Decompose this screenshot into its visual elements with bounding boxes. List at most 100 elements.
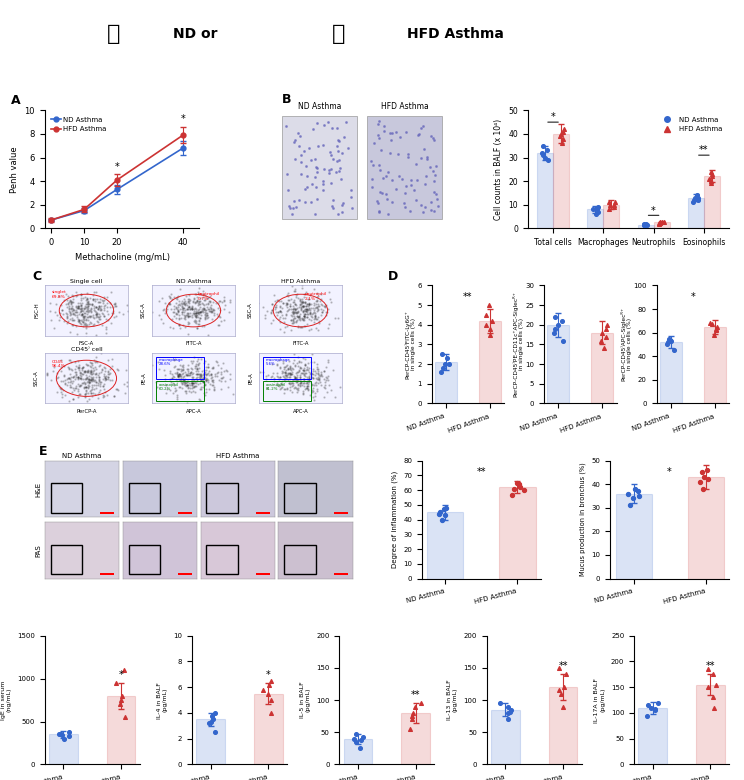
Text: *: * [181, 115, 185, 125]
Point [283, 385, 295, 397]
Point [596, 326, 608, 339]
Point [93, 374, 105, 387]
Point [304, 370, 315, 382]
Point [94, 367, 106, 379]
Point [86, 370, 97, 383]
Point [173, 319, 185, 332]
Point [298, 363, 310, 376]
Point [180, 296, 192, 309]
Point [182, 295, 194, 307]
Point [275, 370, 286, 383]
Point [309, 390, 321, 402]
Point [55, 375, 67, 388]
Point [77, 310, 89, 323]
Point [67, 293, 79, 306]
Point [290, 315, 302, 328]
Point [78, 311, 90, 324]
Bar [179, 573, 192, 575]
Point [182, 369, 193, 381]
Point [220, 363, 232, 376]
Point [298, 310, 310, 323]
Point [323, 285, 335, 298]
Point [193, 292, 205, 304]
Point [51, 298, 62, 310]
Point [182, 307, 193, 320]
Point [286, 385, 298, 398]
Point [294, 297, 306, 310]
Point [202, 301, 214, 314]
Point [288, 294, 300, 307]
Point [109, 677, 121, 690]
Point [623, 499, 635, 512]
Point [304, 307, 316, 320]
Point [87, 294, 99, 307]
Point [626, 492, 638, 505]
Point [66, 312, 78, 324]
Point [291, 368, 303, 381]
Point [432, 200, 444, 212]
Text: eosinophil: eosinophil [158, 383, 179, 387]
Point [191, 374, 203, 387]
Point [275, 301, 286, 314]
Point [88, 300, 100, 312]
Point [68, 308, 80, 321]
Point [72, 301, 84, 314]
Point [324, 293, 336, 306]
Point [83, 374, 95, 387]
Point [420, 170, 432, 183]
Point [279, 321, 291, 334]
Point [84, 304, 96, 317]
Text: A: A [10, 94, 20, 108]
Point [74, 306, 86, 318]
Point [102, 366, 114, 378]
Point [200, 385, 212, 398]
Point [175, 370, 187, 382]
Point [177, 359, 189, 371]
Point [105, 317, 117, 329]
Bar [282, 116, 357, 219]
Point [283, 300, 295, 313]
Point [301, 169, 312, 182]
Point [252, 296, 264, 309]
Point [80, 314, 92, 326]
Point [305, 302, 317, 314]
Point [420, 178, 432, 190]
X-axis label: FITC-A: FITC-A [292, 341, 309, 346]
Point [98, 378, 110, 390]
Point [259, 311, 271, 324]
Point [63, 296, 75, 309]
Point [357, 731, 369, 743]
Point [372, 197, 384, 209]
Point [112, 384, 124, 396]
Point [311, 312, 323, 324]
Point [198, 370, 210, 383]
Point [301, 285, 312, 298]
Point [190, 307, 202, 320]
Point [259, 308, 271, 321]
Point [299, 367, 311, 379]
Point [288, 373, 300, 385]
Point [385, 134, 397, 147]
Point [89, 360, 100, 373]
Point [86, 378, 98, 391]
Point [285, 363, 297, 376]
Point [199, 294, 211, 307]
Text: CD45
96.4%: CD45 96.4% [51, 360, 65, 368]
Point [197, 369, 209, 381]
Point [295, 362, 307, 374]
Point [307, 368, 318, 381]
Point [334, 162, 346, 175]
Point [68, 319, 80, 332]
Point [62, 289, 74, 302]
Point [168, 310, 180, 322]
Point [61, 373, 73, 385]
Point [61, 379, 73, 392]
Point [100, 370, 112, 382]
Point [426, 196, 437, 208]
Point [92, 369, 104, 381]
Point [77, 367, 89, 380]
Point [310, 321, 322, 334]
Point [298, 313, 310, 325]
Point [184, 303, 196, 316]
Point [283, 300, 295, 313]
